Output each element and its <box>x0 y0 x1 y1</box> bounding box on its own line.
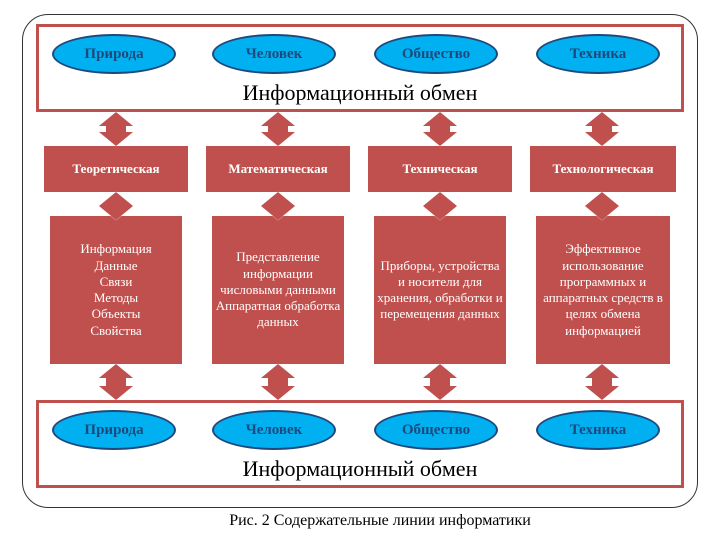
arrow-2-0 <box>423 112 457 146</box>
column-desc-3: Эффективное использование программных и … <box>536 216 670 364</box>
arrow-2-2 <box>423 364 457 400</box>
arrow-1-1 <box>261 192 295 216</box>
column-desc-1: Представление информации числовыми данны… <box>212 216 344 364</box>
arrow-3-1 <box>585 192 619 216</box>
top-ellipse-2: Общество <box>374 34 498 74</box>
arrow-3-2 <box>585 364 619 400</box>
column-desc-0: Информация Данные Связи Методы Объекты С… <box>50 216 182 364</box>
bottom-ellipse-2: Общество <box>374 410 498 450</box>
arrow-0-1 <box>99 192 133 216</box>
top-ellipse-3: Техника <box>536 34 660 74</box>
bottom-ellipse-3: Техника <box>536 410 660 450</box>
column-title-1: Математическая <box>206 146 350 192</box>
top-ellipse-1: Человек <box>212 34 336 74</box>
top-ellipse-0: Природа <box>52 34 176 74</box>
column-title-2: Техническая <box>368 146 512 192</box>
panel-top-title: Информационный обмен <box>36 80 684 106</box>
figure-caption: Рис. 2 Содержательные линии информатики <box>200 512 560 530</box>
arrow-3-0 <box>585 112 619 146</box>
arrow-0-0 <box>99 112 133 146</box>
column-title-3: Технологическая <box>530 146 676 192</box>
arrow-0-2 <box>99 364 133 400</box>
arrow-1-0 <box>261 112 295 146</box>
arrow-1-2 <box>261 364 295 400</box>
bottom-ellipse-1: Человек <box>212 410 336 450</box>
bottom-ellipse-0: Природа <box>52 410 176 450</box>
column-title-0: Теоретическая <box>44 146 188 192</box>
arrow-2-1 <box>423 192 457 216</box>
panel-bottom-title: Информационный обмен <box>36 456 684 482</box>
column-desc-2: Приборы, устройства и носители для хране… <box>374 216 506 364</box>
